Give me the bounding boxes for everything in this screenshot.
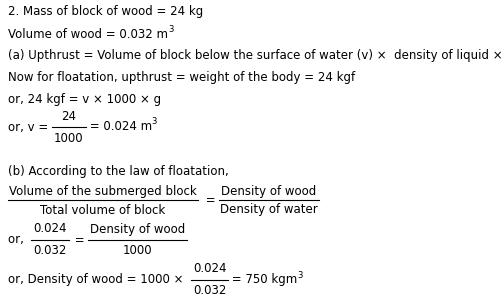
Text: =: =	[202, 193, 219, 207]
Text: 0.032: 0.032	[33, 244, 67, 258]
Text: or,: or,	[8, 233, 31, 247]
Text: (a) Upthrust = Volume of block below the surface of water (v) ×  density of liqu: (a) Upthrust = Volume of block below the…	[8, 50, 503, 62]
Text: (b) According to the law of floatation,: (b) According to the law of floatation,	[8, 166, 229, 178]
Text: 0.032: 0.032	[193, 285, 226, 297]
Text: 1000: 1000	[54, 132, 83, 144]
Text: = 750 kgm: = 750 kgm	[228, 274, 298, 286]
Text: Density of wood: Density of wood	[221, 185, 316, 197]
Text: 1000: 1000	[123, 244, 153, 258]
Text: Now for floatation, upthrust = weight of the body = 24 kgf: Now for floatation, upthrust = weight of…	[8, 72, 355, 84]
Text: Total volume of block: Total volume of block	[40, 203, 165, 217]
Text: Volume of wood = 0.032 m: Volume of wood = 0.032 m	[8, 28, 168, 40]
Text: Volume of the submerged block: Volume of the submerged block	[9, 185, 197, 197]
Text: Density of water: Density of water	[220, 203, 318, 217]
Text: 0.024: 0.024	[193, 263, 226, 275]
Text: 0.024: 0.024	[33, 222, 67, 236]
Text: 3: 3	[298, 271, 303, 279]
Text: = 0.024 m: = 0.024 m	[86, 121, 152, 133]
Text: or, Density of wood = 1000 ×: or, Density of wood = 1000 ×	[8, 274, 191, 286]
Text: 24: 24	[61, 110, 76, 122]
Text: 3: 3	[152, 118, 157, 126]
Text: Density of wood: Density of wood	[90, 222, 186, 236]
Text: or, v =: or, v =	[8, 121, 52, 133]
Text: or, 24 kgf = v × 1000 × g: or, 24 kgf = v × 1000 × g	[8, 94, 161, 106]
Text: 2. Mass of block of wood = 24 kg: 2. Mass of block of wood = 24 kg	[8, 6, 203, 18]
Text: 3: 3	[168, 24, 174, 33]
Text: =: =	[71, 233, 88, 247]
